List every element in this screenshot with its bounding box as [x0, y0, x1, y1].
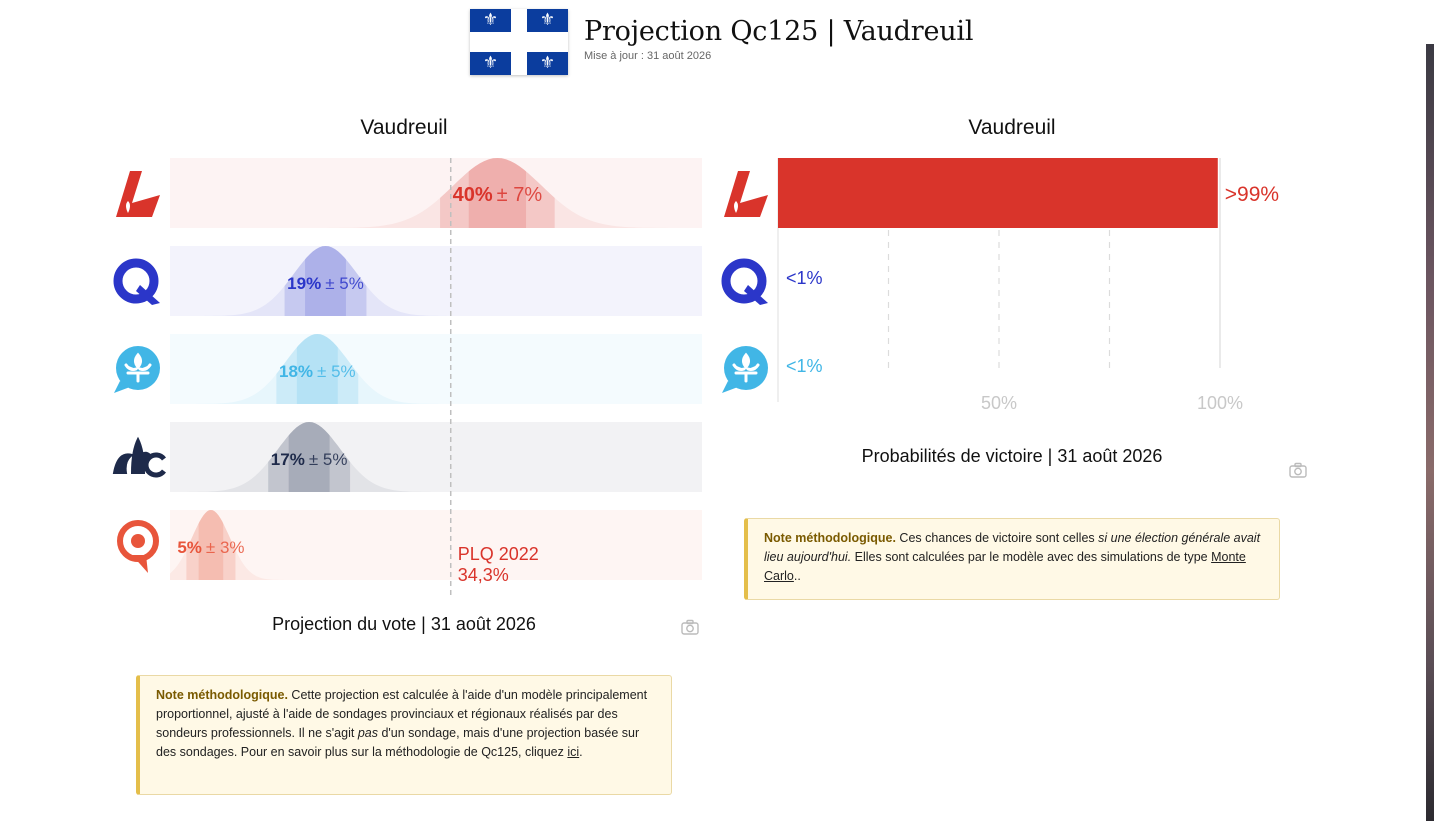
prob-value-label: >99%	[1225, 183, 1279, 206]
note-text: d'un sondage, mais d'une projection basé…	[156, 726, 640, 759]
monte-carlo-link[interactable]: Monte Carlo	[764, 550, 1246, 583]
fleur-de-lis-icon: ⚜	[470, 52, 511, 75]
prob-value-label: <1%	[786, 268, 823, 288]
vote-band	[170, 510, 702, 580]
vote-margin-label: ± 5%	[317, 362, 356, 381]
vote-value-label: 18% ± 5%	[279, 362, 356, 381]
plq-logo-icon	[734, 201, 738, 213]
vote-band	[170, 422, 702, 492]
vote-interval-inner	[198, 510, 224, 580]
vote-band	[170, 334, 702, 404]
caq-logo-icon	[722, 381, 738, 393]
vote-methodology-note: Note méthodologique. Cette projection es…	[136, 675, 672, 795]
vote-margin-label: ± 5%	[309, 450, 348, 469]
vote-interval-inner	[305, 246, 346, 316]
vote-value-label: 5% ± 3%	[177, 538, 244, 557]
note-emphasis: si une élection générale avait lieu aujo…	[764, 531, 1261, 564]
update-date: Mise à jour : 31 août 2026	[584, 50, 712, 62]
vote-projection-chart: 40% ± 7%19% ± 5%18% ± 5%17% ± 5%5% ± 3% PLQ 20…	[112, 158, 702, 596]
reference-value-label: 34,3%	[458, 565, 509, 585]
vote-row-caq: 18% ± 5%	[114, 334, 702, 404]
vote-distribution-curve	[321, 158, 674, 228]
vote-row-pq: 19% ± 5%	[113, 246, 702, 316]
vote-band	[170, 246, 702, 316]
plq-logo-icon	[724, 171, 768, 217]
vote-interval-inner	[288, 422, 330, 492]
caq-logo-icon	[124, 352, 152, 383]
note-text: ..	[793, 569, 801, 583]
prob-row-caq: <1%	[722, 346, 823, 393]
methodology-link[interactable]: ici	[567, 745, 580, 759]
vote-distribution-curve	[199, 246, 452, 316]
vote-value-label: 40% ± 7%	[453, 184, 543, 206]
prob-value-label: <1%	[786, 356, 823, 376]
prob-methodology-note: Note méthodologique. Ces chances de vict…	[744, 518, 1280, 600]
vote-value-label: 40%	[453, 184, 493, 206]
axis-tick-label: 50%	[981, 393, 1017, 413]
vote-distribution-curve	[170, 510, 287, 580]
plq-logo-icon	[116, 171, 160, 217]
fleur-de-lis-icon: ⚜	[527, 9, 568, 32]
vote-value-label: 19% ± 5%	[287, 274, 364, 293]
vote-margin-label: ± 5%	[325, 274, 364, 293]
note-text: Elles sont calculées par le modèle avec …	[851, 550, 1212, 564]
pq-logo-icon	[136, 285, 160, 305]
pq-logo-icon	[113, 258, 159, 304]
vote-row-pcq: 17% ± 5%	[112, 422, 702, 492]
vote-value-label: 17% ± 5%	[271, 450, 348, 469]
note-lead: Note méthodologique.	[764, 531, 896, 545]
fleur-de-lis-icon: ⚜	[527, 52, 568, 75]
axis-tick-label: 100%	[1197, 393, 1243, 413]
vote-row-plq: 40% ± 7%	[116, 158, 702, 228]
vote-value-label: 5%	[177, 538, 202, 557]
caq-logo-icon	[114, 381, 130, 393]
caq-logo-icon	[732, 352, 760, 383]
note-text: .	[579, 745, 583, 759]
note-text: Ces chances de victoire sont celles	[895, 531, 1099, 545]
pcq-logo-icon	[143, 452, 166, 478]
vote-interval-inner	[468, 158, 527, 228]
vote-value-label: 17%	[271, 450, 305, 469]
prob-panel-title: Vaudreuil	[968, 116, 1056, 139]
note-lead: Note méthodologique.	[156, 688, 288, 702]
qs-logo-icon	[132, 555, 148, 573]
vote-margin-label: ± 3%	[206, 538, 245, 557]
note-emphasis: pas	[357, 726, 378, 740]
win-probability-chart: >99% <1% <1% 50% 100%	[721, 158, 1279, 413]
vote-chart-caption: Projection du vote | 31 août 2026	[272, 614, 536, 634]
quebec-flag-icon: ⚜ ⚜ ⚜ ⚜	[470, 9, 568, 75]
vote-distribution-curve	[191, 334, 444, 404]
fleur-de-lis-icon: ⚜	[470, 9, 511, 32]
camera-icon[interactable]	[1289, 462, 1307, 478]
prob-chart-caption: Probabilités de victoire | 31 août 2026	[861, 446, 1163, 466]
reference-label: PLQ 2022	[458, 544, 539, 564]
vote-distribution-curve	[183, 422, 436, 492]
vote-value-label: 18%	[279, 362, 313, 381]
background-edge	[1426, 44, 1434, 821]
prob-row-plq: >99%	[724, 158, 1279, 228]
prob-bar	[778, 158, 1218, 228]
vote-row-qs: 5% ± 3%	[117, 510, 702, 580]
note-text: Cette projection est calculée à l'aide d…	[156, 688, 648, 740]
plq-logo-icon	[126, 201, 130, 213]
qs-logo-icon	[131, 534, 145, 548]
pq-logo-icon	[721, 258, 767, 304]
pq-logo-icon	[744, 285, 768, 305]
camera-icon[interactable]	[681, 619, 699, 635]
page-title: Projection Qc125 | Vaudreuil	[584, 16, 974, 47]
vote-panel-title: Vaudreuil	[360, 116, 448, 139]
vote-margin-label: ± 7%	[497, 184, 543, 206]
vote-band	[170, 158, 702, 228]
prob-row-pq: <1%	[721, 258, 823, 305]
vote-interval-inner	[296, 334, 338, 404]
vote-value-label: 19%	[287, 274, 321, 293]
